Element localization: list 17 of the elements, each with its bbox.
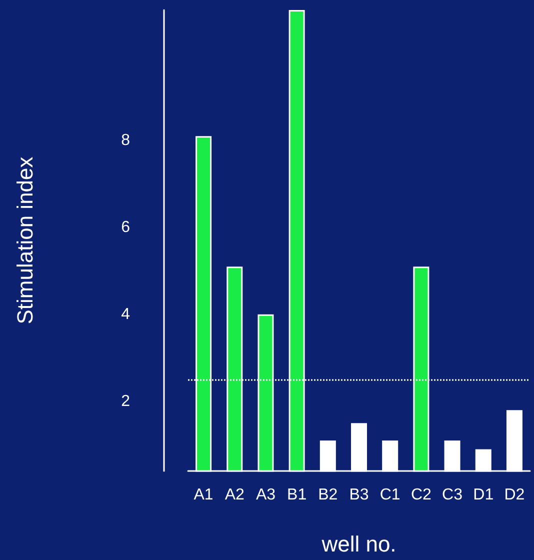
x-tick-label: B2 bbox=[318, 486, 338, 504]
x-axis-title: well no. bbox=[320, 532, 396, 556]
x-tick-label: C2 bbox=[410, 486, 432, 504]
x-tick-label: B1 bbox=[287, 486, 307, 504]
x-tick-label: C1 bbox=[380, 486, 400, 504]
y-tick-label: 8 bbox=[121, 132, 130, 149]
x-tick-label: D1 bbox=[473, 486, 494, 504]
x-tick-label: B3 bbox=[349, 486, 369, 504]
y-tick-label: 2 bbox=[121, 392, 130, 410]
x-tick-label: A3 bbox=[256, 486, 276, 504]
x-tick-label: C3 bbox=[442, 486, 463, 504]
x-tick-label: D2 bbox=[504, 486, 525, 504]
y-tick-label: 6 bbox=[121, 218, 130, 236]
y-tick-label: 4 bbox=[121, 306, 130, 323]
x-tick-label: A2 bbox=[224, 486, 245, 504]
x-tick-label: A1 bbox=[194, 486, 214, 504]
y-axis-title: Stimulation index bbox=[12, 156, 38, 324]
